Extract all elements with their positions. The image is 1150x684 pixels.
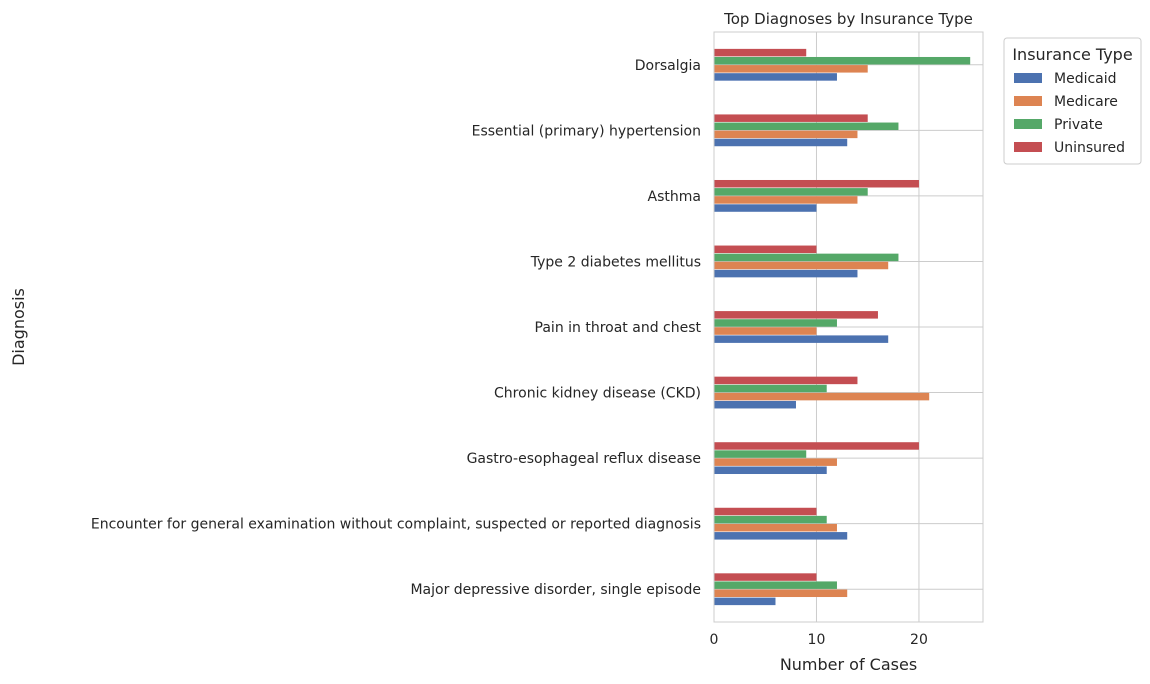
x-tick-label: 10 bbox=[808, 632, 826, 648]
legend-swatch-medicare bbox=[1014, 96, 1042, 106]
bar-private bbox=[714, 384, 827, 393]
y-tick-label: Type 2 diabetes mellitus bbox=[530, 254, 701, 270]
legend-label-uninsured: Uninsured bbox=[1054, 140, 1125, 156]
bar-medicare bbox=[714, 392, 930, 401]
y-tick-label: Gastro-esophageal reflux disease bbox=[467, 451, 701, 467]
bar-medicare bbox=[714, 65, 868, 73]
bar-medicaid bbox=[714, 269, 858, 278]
y-tick-label: Major depressive disorder, single episod… bbox=[410, 582, 701, 598]
y-tick-label: Chronic kidney disease (CKD) bbox=[494, 386, 701, 402]
plot-frame bbox=[713, 31, 984, 623]
bar-uninsured bbox=[714, 376, 858, 385]
legend-frame bbox=[1003, 37, 1142, 165]
y-axis-label: Diagnosis bbox=[9, 288, 28, 366]
legend-label-private: Private bbox=[1054, 117, 1103, 133]
bar-uninsured bbox=[714, 179, 919, 188]
x-tick-label: 20 bbox=[910, 632, 928, 648]
grid-lines bbox=[713, 32, 983, 622]
legend-label-medicaid: Medicaid bbox=[1054, 71, 1117, 87]
bar-private bbox=[714, 581, 837, 589]
legend: Insurance Type Medicaid Medicare Private Un… bbox=[1003, 37, 1142, 165]
bar-medicaid bbox=[714, 466, 827, 475]
bar-uninsured bbox=[714, 507, 817, 516]
y-tick-label: Encounter for general examination withou… bbox=[91, 517, 701, 533]
y-tick-labels: Major depressive disorder, single episod… bbox=[91, 58, 702, 598]
bar-private bbox=[714, 515, 827, 524]
legend-swatch-uninsured bbox=[1014, 142, 1042, 152]
bar-medicaid bbox=[714, 204, 817, 212]
bar-medicaid bbox=[714, 400, 796, 409]
bar-medicaid bbox=[714, 597, 776, 606]
legend-swatch-medicaid bbox=[1014, 73, 1042, 83]
bar-medicare bbox=[714, 327, 817, 335]
bars bbox=[714, 48, 971, 606]
legend-swatch-private bbox=[1014, 119, 1042, 129]
bar-uninsured bbox=[714, 311, 878, 319]
bar-uninsured bbox=[714, 48, 807, 57]
bar-private bbox=[714, 122, 899, 131]
bar-medicaid bbox=[714, 532, 848, 540]
legend-items: Medicaid Medicare Private Uninsured bbox=[1014, 71, 1125, 156]
y-tick-label: Asthma bbox=[648, 189, 701, 205]
legend-title: Insurance Type bbox=[1012, 45, 1132, 64]
bar-uninsured bbox=[714, 442, 919, 450]
bar-uninsured bbox=[714, 114, 868, 122]
bar-medicare bbox=[714, 458, 837, 466]
legend-label-medicare: Medicare bbox=[1054, 94, 1118, 110]
bar-medicare bbox=[714, 261, 889, 270]
x-axis-label: Number of Cases bbox=[780, 655, 917, 674]
bar-private bbox=[714, 450, 807, 458]
bar-private bbox=[714, 56, 971, 65]
x-tick-label: 0 bbox=[710, 632, 719, 648]
x-tick-labels: 0 10 20 bbox=[710, 632, 928, 648]
chart-title: Top Diagnoses by Insurance Type bbox=[723, 10, 973, 28]
y-tick-label: Pain in throat and chest bbox=[535, 320, 702, 336]
y-tick-label: Essential (primary) hypertension bbox=[472, 123, 701, 139]
y-tick-label: Dorsalgia bbox=[635, 58, 701, 74]
bar-private bbox=[714, 188, 868, 196]
bar-medicare bbox=[714, 196, 858, 204]
bar-medicare bbox=[714, 523, 837, 532]
bar-medicaid bbox=[714, 335, 889, 343]
bar-medicare bbox=[714, 130, 858, 139]
bar-medicare bbox=[714, 589, 848, 598]
bar-medicaid bbox=[714, 73, 837, 81]
bar-private bbox=[714, 253, 899, 262]
bar-uninsured bbox=[714, 245, 817, 254]
bar-private bbox=[714, 319, 837, 327]
bar-medicaid bbox=[714, 138, 848, 147]
bar-uninsured bbox=[714, 573, 817, 581]
